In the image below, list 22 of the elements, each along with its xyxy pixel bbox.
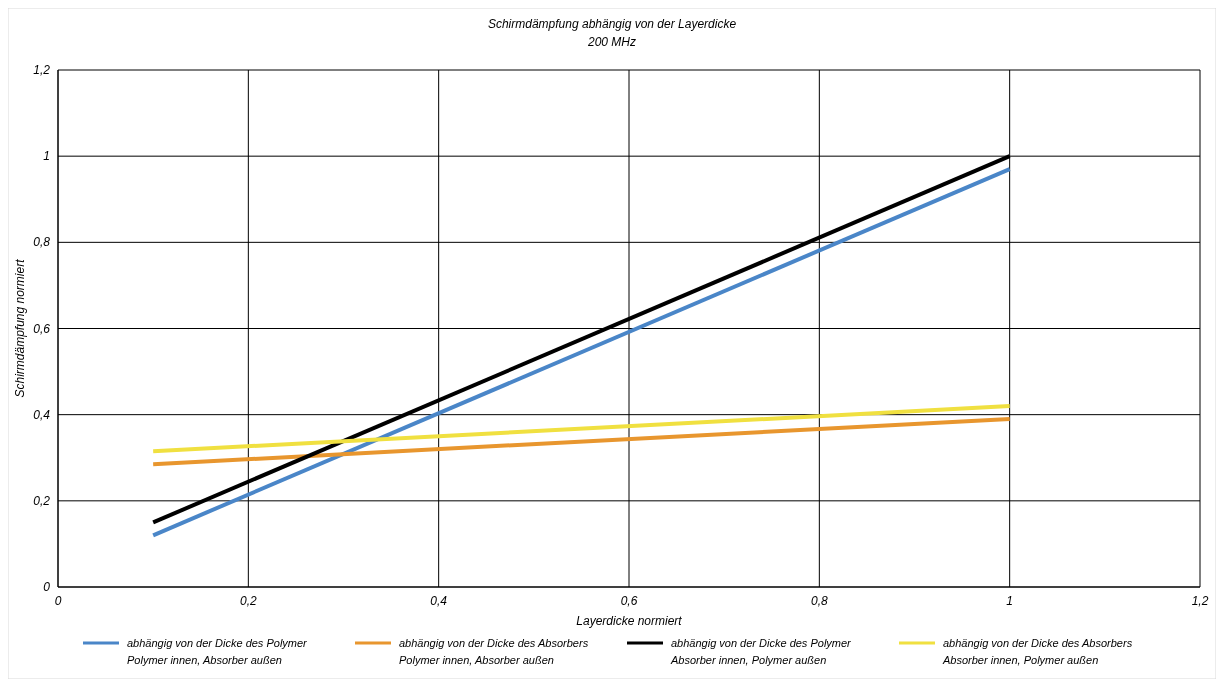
x-tick-label: 0,2 [239,594,257,608]
y-tick-label: 1 [43,149,50,164]
legend-label: abhängig von der Dicke des Absorbers Polymer innen, Absorber außen [399,637,589,666]
legend-label: abhängig von der Dicke des Polymer Polymer innen, Absorber außen [127,637,309,666]
chart-title: Schirmdämpfung abhängig von der Layerdicke [487,17,737,31]
x-axis-title: Layerdicke normiert [576,614,683,628]
x-tick-label: 0,4 [430,594,448,608]
chart-subtitle: 200 MHz [586,35,637,49]
y-tick-label: 1,2 [33,63,51,77]
y-axis-title: Schirmdämpfung normiert [13,258,27,398]
legend-label: abhängig von der Dicke des Absorbers Absorber innen, Polymer außen [942,637,1133,666]
y-tick-label: 0 [43,580,51,594]
x-tick-label: 1,2 [1191,594,1209,608]
y-tick-label: 0,2 [33,493,51,508]
x-tick-label: 0 [54,594,62,608]
y-tick-label: 0,6 [33,321,51,336]
y-tick-label: 0,4 [33,407,51,422]
x-tick-label: 1 [1006,594,1014,608]
x-tick-label: 0,6 [620,594,638,608]
y-tick-label: 0,8 [33,235,51,250]
legend-label: abhängig von der Dicke des Polymer Absorber innen, Polymer außen [670,637,853,666]
x-tick-label: 0,8 [810,594,828,608]
